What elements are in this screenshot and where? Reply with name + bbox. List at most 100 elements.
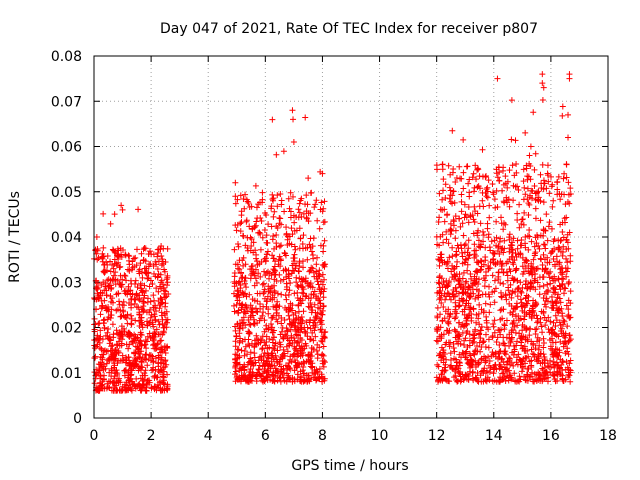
data-point xyxy=(262,209,269,216)
data-point xyxy=(440,279,447,286)
data-point xyxy=(511,370,518,377)
data-point xyxy=(447,171,454,178)
data-point xyxy=(460,296,467,303)
data-point xyxy=(557,248,564,255)
data-point xyxy=(560,359,567,366)
data-point xyxy=(504,277,511,284)
data-point xyxy=(454,242,461,249)
data-point xyxy=(541,357,548,364)
data-point xyxy=(507,361,514,368)
data-point xyxy=(236,337,243,344)
data-point xyxy=(313,268,320,275)
data-point xyxy=(532,234,539,241)
data-point xyxy=(453,328,460,335)
data-point xyxy=(157,271,164,278)
data-point xyxy=(232,371,239,378)
data-point xyxy=(563,161,570,168)
data-point xyxy=(473,247,480,254)
data-point xyxy=(313,197,320,204)
data-point xyxy=(547,280,554,287)
data-point xyxy=(110,265,117,272)
data-point xyxy=(246,223,253,230)
data-point xyxy=(163,276,170,283)
data-point xyxy=(543,185,550,192)
data-point xyxy=(165,290,172,297)
data-point xyxy=(565,351,572,358)
data-point xyxy=(248,263,255,270)
data-point xyxy=(290,267,297,274)
data-point xyxy=(95,295,102,302)
data-point xyxy=(441,259,448,266)
data-point xyxy=(241,280,248,287)
data-point xyxy=(517,242,524,249)
y-tick-label: 0 xyxy=(73,411,82,427)
data-point xyxy=(505,284,512,291)
data-point xyxy=(536,372,543,379)
data-point xyxy=(96,335,103,342)
data-point xyxy=(302,114,309,121)
data-point xyxy=(456,163,463,170)
data-point xyxy=(302,293,309,300)
data-point xyxy=(464,290,471,297)
x-tick-label: 16 xyxy=(542,428,560,444)
data-point xyxy=(447,187,454,194)
data-point xyxy=(254,336,261,343)
data-point xyxy=(287,326,294,333)
data-point xyxy=(459,220,466,227)
data-point xyxy=(269,350,276,357)
data-point xyxy=(159,373,166,380)
data-point xyxy=(435,256,442,263)
data-point xyxy=(455,245,462,252)
data-point xyxy=(92,321,99,328)
data-point xyxy=(287,189,294,196)
data-point xyxy=(121,288,128,295)
data-point xyxy=(519,216,526,223)
data-point xyxy=(285,308,292,315)
data-point xyxy=(438,251,445,258)
data-point xyxy=(265,310,272,317)
data-point xyxy=(119,352,126,359)
data-point xyxy=(508,136,515,143)
data-point xyxy=(549,203,556,210)
data-point xyxy=(150,292,157,299)
data-point xyxy=(101,372,108,379)
data-point xyxy=(306,268,313,275)
data-point xyxy=(508,327,515,334)
data-point xyxy=(120,308,127,315)
data-point xyxy=(490,259,497,266)
data-point xyxy=(517,251,524,258)
data-point xyxy=(544,288,551,295)
data-point xyxy=(319,358,326,365)
data-point xyxy=(319,170,326,177)
data-point xyxy=(254,308,261,315)
data-point xyxy=(525,212,532,219)
data-point xyxy=(470,216,477,223)
data-point xyxy=(460,169,467,176)
data-point xyxy=(269,378,276,385)
data-point xyxy=(288,358,295,365)
x-tick-label: 12 xyxy=(428,428,446,444)
data-point xyxy=(538,323,545,330)
data-point xyxy=(461,341,468,348)
data-point xyxy=(528,346,535,353)
data-point xyxy=(147,248,154,255)
x-tick-label: 2 xyxy=(147,428,156,444)
data-point xyxy=(285,312,292,319)
data-point xyxy=(534,189,541,196)
data-point xyxy=(268,350,275,357)
data-point xyxy=(164,316,171,323)
data-point xyxy=(155,318,162,325)
data-point xyxy=(518,357,525,364)
data-point xyxy=(314,217,321,224)
data-point xyxy=(565,306,572,313)
data-point xyxy=(507,338,514,345)
data-point xyxy=(469,286,476,293)
data-point xyxy=(504,178,511,185)
data-point xyxy=(522,278,529,285)
data-point xyxy=(106,340,113,347)
data-point xyxy=(450,222,457,229)
data-point xyxy=(475,227,482,234)
data-point xyxy=(532,270,539,277)
y-tick-label: 0.03 xyxy=(51,275,82,291)
data-point xyxy=(472,328,478,335)
